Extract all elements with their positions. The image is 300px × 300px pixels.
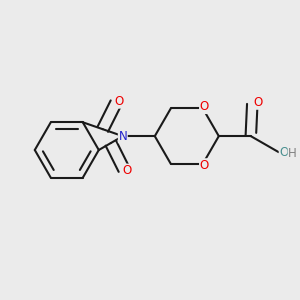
Text: O: O (200, 100, 209, 113)
Text: O: O (200, 159, 209, 172)
Text: H: H (288, 147, 297, 160)
Text: O: O (122, 164, 131, 177)
Text: O: O (114, 95, 123, 108)
Text: O: O (254, 96, 263, 109)
Text: N: N (118, 130, 127, 142)
Text: O: O (279, 146, 289, 159)
